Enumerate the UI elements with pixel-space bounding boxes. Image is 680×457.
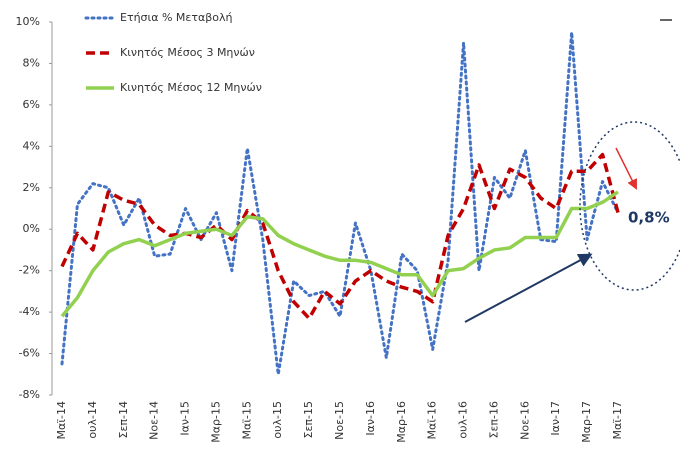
x-tick-label: ουλ-14 <box>86 401 99 439</box>
x-tick-label: Σεπ-14 <box>117 401 130 439</box>
x-tick-label: Ιαν-16 <box>364 401 377 436</box>
y-tick-label: -4% <box>19 305 40 318</box>
x-tick-label: Νοε-15 <box>333 401 346 440</box>
x-tick-label: Μαϊ-17 <box>611 401 624 439</box>
x-tick-label: Σεπ-15 <box>302 401 315 439</box>
x-tick-label: Σεπ-16 <box>487 401 500 439</box>
x-tick-label: Μαϊ-14 <box>55 401 68 439</box>
x-tick-label: Μαϊ-16 <box>426 401 439 439</box>
x-tick-label: Μαρ-15 <box>209 401 222 443</box>
x-tick-label: Μαϊ-15 <box>240 401 253 439</box>
series-line <box>60 30 620 376</box>
y-tick-label: 6% <box>23 98 40 111</box>
legend-label: Κινητός Μέσος 3 Μηνών <box>120 46 255 59</box>
x-tick-label: Ιαν-15 <box>179 401 192 436</box>
y-tick-label: 4% <box>23 139 40 152</box>
legend-label: Κινητός Μέσος 12 Μηνών <box>120 81 262 94</box>
series-line <box>60 190 619 318</box>
x-tick-label: Μαρ-17 <box>580 401 593 443</box>
legend-label: Ετήσια % Μεταβολή <box>120 11 233 24</box>
x-tick-label: ουλ-16 <box>457 401 470 439</box>
x-tick-label: Ιαν-17 <box>549 401 562 436</box>
y-tick-label: -8% <box>19 388 40 401</box>
y-tick-label: -6% <box>19 347 40 360</box>
x-tick-label: Νοε-16 <box>518 401 531 440</box>
series-line <box>60 152 620 321</box>
y-tick-label: 2% <box>23 181 40 194</box>
y-tick-label: -2% <box>19 264 40 277</box>
trend-arrow <box>464 253 593 323</box>
y-tick-label: 0% <box>23 222 40 235</box>
x-tick-label: Νοε-14 <box>148 401 161 440</box>
y-tick-label: 8% <box>23 56 40 69</box>
x-tick-label: Μαρ-16 <box>395 401 408 443</box>
down-arrow <box>615 147 637 190</box>
x-tick-label: ουλ-15 <box>271 401 284 439</box>
plot: -8% -6% -4% -2% 0% 2% 4% 6% 8% 10% Μαϊ-14 ουλ-14 Σεπ… <box>16 11 624 443</box>
annotation: 0,8% <box>628 209 670 227</box>
y-tick-label: 10% <box>16 15 40 28</box>
